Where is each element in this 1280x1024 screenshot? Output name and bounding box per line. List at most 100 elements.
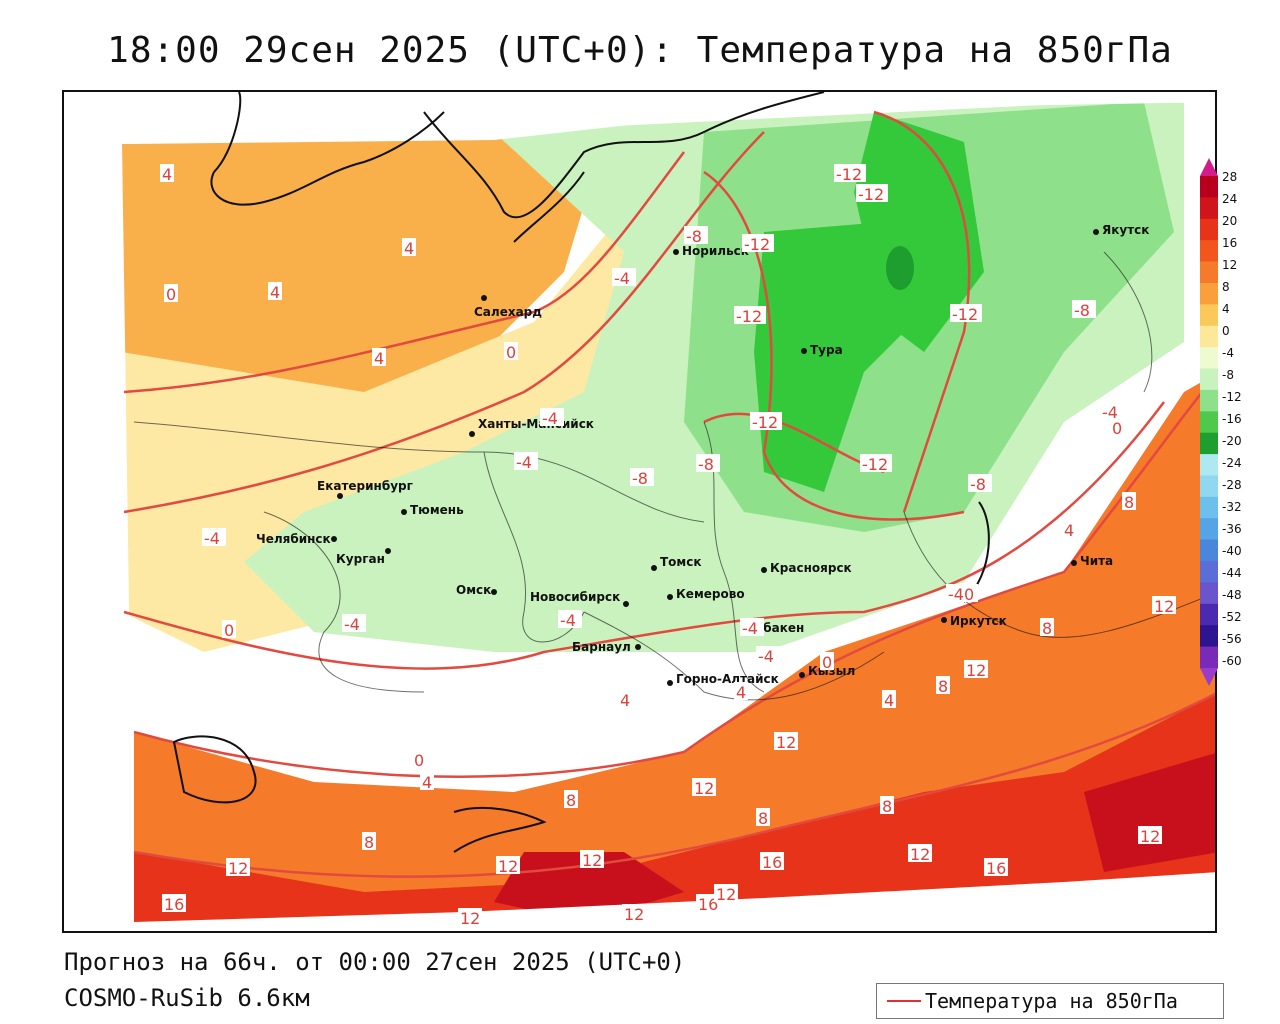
color-scale-label: -20 [1222,434,1242,448]
isotherm-label: 16 [760,852,784,872]
darkred-east [1084,753,1215,872]
city-kurgan[interactable]: Курган [336,548,391,566]
svg-text:-8: -8 [970,475,986,494]
isotherm-label: 12 [1138,826,1162,846]
city-salekhard[interactable]: Салехард [474,295,542,319]
isotherm-label: -4 [558,610,582,630]
svg-text:Омск: Омск [456,583,491,597]
city-gorno-altaysk[interactable]: Горно-Алтайск [667,672,779,686]
svg-text:4: 4 [422,773,432,792]
svg-text:8: 8 [1124,493,1134,512]
svg-text:-4: -4 [560,611,576,630]
svg-text:Норильск: Норильск [682,244,749,258]
isotherm-label: 12 [1152,596,1176,616]
color-scale-cell [1200,261,1218,284]
isotherm-label: -12 [856,184,888,204]
svg-text:-4: -4 [742,619,758,638]
city-yekaterinburg[interactable]: Екатеринбург [317,479,413,499]
svg-text:4: 4 [1064,521,1074,540]
city-norilsk[interactable]: Норильск [673,244,749,258]
color-scale-label: 8 [1222,280,1230,294]
color-scale-cell [1200,518,1218,541]
color-scale-label: 20 [1222,214,1238,228]
city-tomsk[interactable]: Томск [651,555,702,571]
isotherm-label: 4 [618,690,632,710]
svg-text:Новосибирск: Новосибирск [530,590,620,604]
legend-label: Температура на 850гПа [925,989,1178,1013]
svg-text:4: 4 [884,691,894,710]
color-scale-label: -40 [1222,544,1242,558]
color-scale-cell [1200,625,1218,648]
svg-text:Иркутск: Иркутск [950,614,1007,628]
svg-text:12: 12 [1154,597,1174,616]
color-scale-cell [1200,347,1218,370]
legend-box: Температура на 850гПа [876,983,1224,1019]
city-kemerovo[interactable]: Кемерово [667,587,745,601]
svg-text:12: 12 [776,733,796,752]
city-khanty-mansiysk[interactable]: Ханты-Мансийск [469,417,594,437]
svg-text:Челябинск: Челябинск [256,532,331,546]
city-barnaul[interactable]: Барнаул [572,640,641,654]
svg-text:Тура: Тура [810,343,843,357]
color-scale-cell [1200,432,1218,455]
svg-text:8: 8 [938,677,948,696]
city-yakutsk[interactable]: Якутск [1093,223,1149,237]
svg-text:-4: -4 [516,453,532,472]
svg-text:0: 0 [1112,419,1122,438]
color-scale-cell [1200,197,1218,220]
city-tyumen[interactable]: Тюмень [401,503,464,517]
svg-text:-12: -12 [858,185,884,204]
svg-text:-4: -4 [344,615,360,634]
isotherm-label: 8 [1040,618,1054,638]
color-scale-cell [1200,282,1218,305]
city-chita[interactable]: Чита [1071,554,1113,568]
domain-mask-top [64,92,1215,144]
isotherm-label: -4 [202,528,226,548]
city-irkutsk[interactable]: Иркутск [941,614,1007,628]
city-kyzyl[interactable]: Кызыл [799,664,855,678]
color-scale-label: -36 [1222,522,1242,536]
color-scale-cell [1200,561,1218,583]
svg-text:Якутск: Якутск [1102,223,1149,237]
svg-text:Тюмень: Тюмень [410,503,464,517]
color-scale-label: -4 [1222,346,1234,360]
isotherm-label: -4 [514,452,538,472]
isotherm-label: 12 [964,660,988,680]
svg-text:Кемерово: Кемерово [676,587,745,601]
isotherm-label: -12 [860,454,892,474]
isotherm-label: -8 [1072,300,1096,320]
svg-text:0: 0 [414,751,424,770]
city-omsk[interactable]: Омск [456,583,497,597]
domain-mask-bottom [134,872,1215,931]
isotherm-label: 4 [402,238,416,258]
svg-text:Екатеринбург: Екатеринбург [317,479,413,493]
svg-text:16: 16 [164,895,184,914]
city-chelyabinsk[interactable]: Челябинск [256,532,337,546]
svg-text:12: 12 [460,909,480,928]
color-scale-cell [1200,646,1218,669]
svg-text:Курган: Курган [336,552,385,566]
map-title: 18:00 29сен 2025 (UTC+0): Температура на… [107,30,1173,71]
svg-text:-12: -12 [752,413,778,432]
color-scale-cell [1200,304,1218,327]
isotherm-label: -4 [1100,402,1124,422]
color-scale-label: -48 [1222,588,1242,602]
city-tura[interactable]: Тура [801,343,843,357]
legend-line-swatch [887,1000,921,1002]
svg-text:8: 8 [566,791,576,810]
svg-text:16: 16 [762,853,782,872]
city-krasnoyarsk[interactable]: Красноярск [761,561,852,575]
svg-text:12: 12 [694,779,714,798]
color-scale-cell [1200,539,1218,562]
color-scale-cell [1200,240,1218,263]
isotherm-label-layer: 4 4 0 4 4 0 -4 -4 -8 -8 -12 -12 -12 -12 … [160,164,1176,928]
svg-text:12: 12 [624,905,644,924]
svg-text:-4: -4 [758,647,774,666]
svg-text:16: 16 [698,895,718,914]
color-scale-label: -32 [1222,500,1242,514]
isotherm-label: 12 [496,856,520,876]
isotherm-label: 0 [820,652,834,672]
color-scale-label: -28 [1222,478,1242,492]
city-novosibirsk[interactable]: Новосибирск [530,590,629,607]
svg-text:-8: -8 [698,455,714,474]
